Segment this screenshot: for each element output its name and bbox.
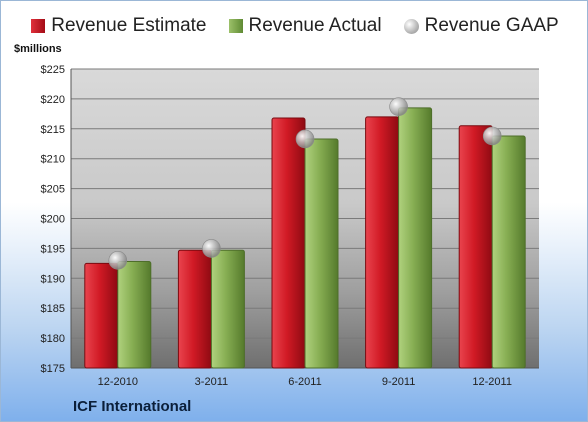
bar-estimate [458, 125, 493, 369]
y-tick-label: $200 [41, 214, 65, 226]
bar-actual [398, 107, 433, 369]
x-tick-label: 3-2011 [195, 376, 228, 388]
y-tick-label: $190 [41, 273, 65, 285]
legend-swatch-gaap [403, 18, 419, 34]
bar-estimate [271, 117, 306, 369]
legend-item-actual: Revenue Actual [228, 15, 382, 37]
bar-actual [491, 135, 526, 369]
y-tick-label: $220 [41, 94, 65, 106]
x-axis-ticks: 12-2010 3-2011 6-2011 9-2011 12-2011 [98, 376, 512, 388]
gaap-marker [202, 239, 221, 258]
y-axis-ticks: $175 $180 $185 $190 $195 $200 $205 $210 $215 $220… [41, 64, 65, 375]
y-tick-label: $215 [41, 124, 65, 136]
gaap-marker [295, 129, 315, 149]
bar-estimate [365, 116, 400, 369]
legend-swatch-estimate [31, 19, 46, 33]
legend-label-actual: Revenue Actual [248, 15, 382, 36]
y-tick-label: $175 [41, 363, 65, 375]
legend-item-gaap: Revenue GAAP [403, 15, 559, 37]
bars [84, 107, 526, 369]
bar-estimate [84, 262, 119, 369]
gaap-marker [389, 97, 408, 116]
bar-actual [304, 138, 339, 369]
bar-actual [117, 261, 152, 369]
x-tick-label: 9-2011 [382, 376, 415, 388]
y-tick-label: $185 [41, 303, 65, 315]
y-tick-label: $180 [41, 333, 65, 345]
x-tick-label: 12-2011 [472, 376, 512, 388]
legend-item-estimate: Revenue Estimate [31, 15, 207, 37]
gaap-marker [108, 251, 128, 270]
gaap-markers [108, 97, 502, 270]
x-tick-label: 6-2011 [288, 376, 321, 388]
y-axis-units: $millions [14, 43, 62, 55]
gaap-marker [482, 126, 502, 146]
y-tick-label: $225 [41, 64, 65, 76]
x-tick-label: 12-2010 [98, 376, 138, 388]
y-tick-label: $195 [41, 243, 65, 255]
bar-estimate [177, 249, 212, 369]
company-name: ICF International [73, 398, 192, 415]
legend: Revenue Estimate Revenue Actual Revenue … [1, 15, 587, 37]
bar-actual [210, 249, 245, 369]
y-tick-label: $210 [41, 154, 65, 166]
legend-swatch-actual [228, 19, 243, 33]
legend-label-gaap: Revenue GAAP [424, 15, 559, 36]
legend-label-estimate: Revenue Estimate [51, 15, 207, 36]
y-tick-label: $205 [41, 184, 65, 196]
